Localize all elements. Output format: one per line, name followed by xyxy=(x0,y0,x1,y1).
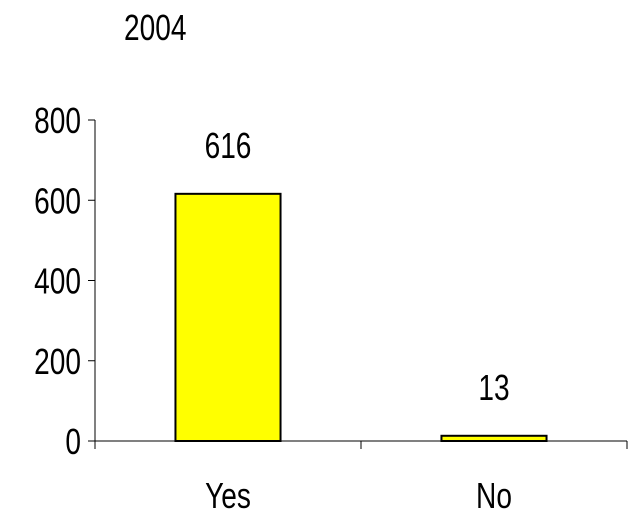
data-labels: 616 13 xyxy=(205,125,510,407)
x-tick-label: Yes xyxy=(205,476,251,516)
chart-title: 2004 xyxy=(124,8,186,48)
y-tick-label: 400 xyxy=(34,261,81,301)
y-tick-label: 0 xyxy=(65,422,81,462)
bars xyxy=(174,192,548,443)
data-label: 13 xyxy=(478,367,509,407)
y-tick-label: 800 xyxy=(34,101,81,141)
bar-yes xyxy=(174,192,282,442)
y-axis: 0 200 400 600 800 xyxy=(34,101,96,462)
bar-no xyxy=(440,434,548,443)
x-axis: Yes No xyxy=(94,440,628,516)
x-tick-label: No xyxy=(476,476,512,516)
data-label: 616 xyxy=(205,125,252,165)
y-tick-label: 600 xyxy=(34,181,81,221)
y-tick-label: 200 xyxy=(34,341,81,381)
